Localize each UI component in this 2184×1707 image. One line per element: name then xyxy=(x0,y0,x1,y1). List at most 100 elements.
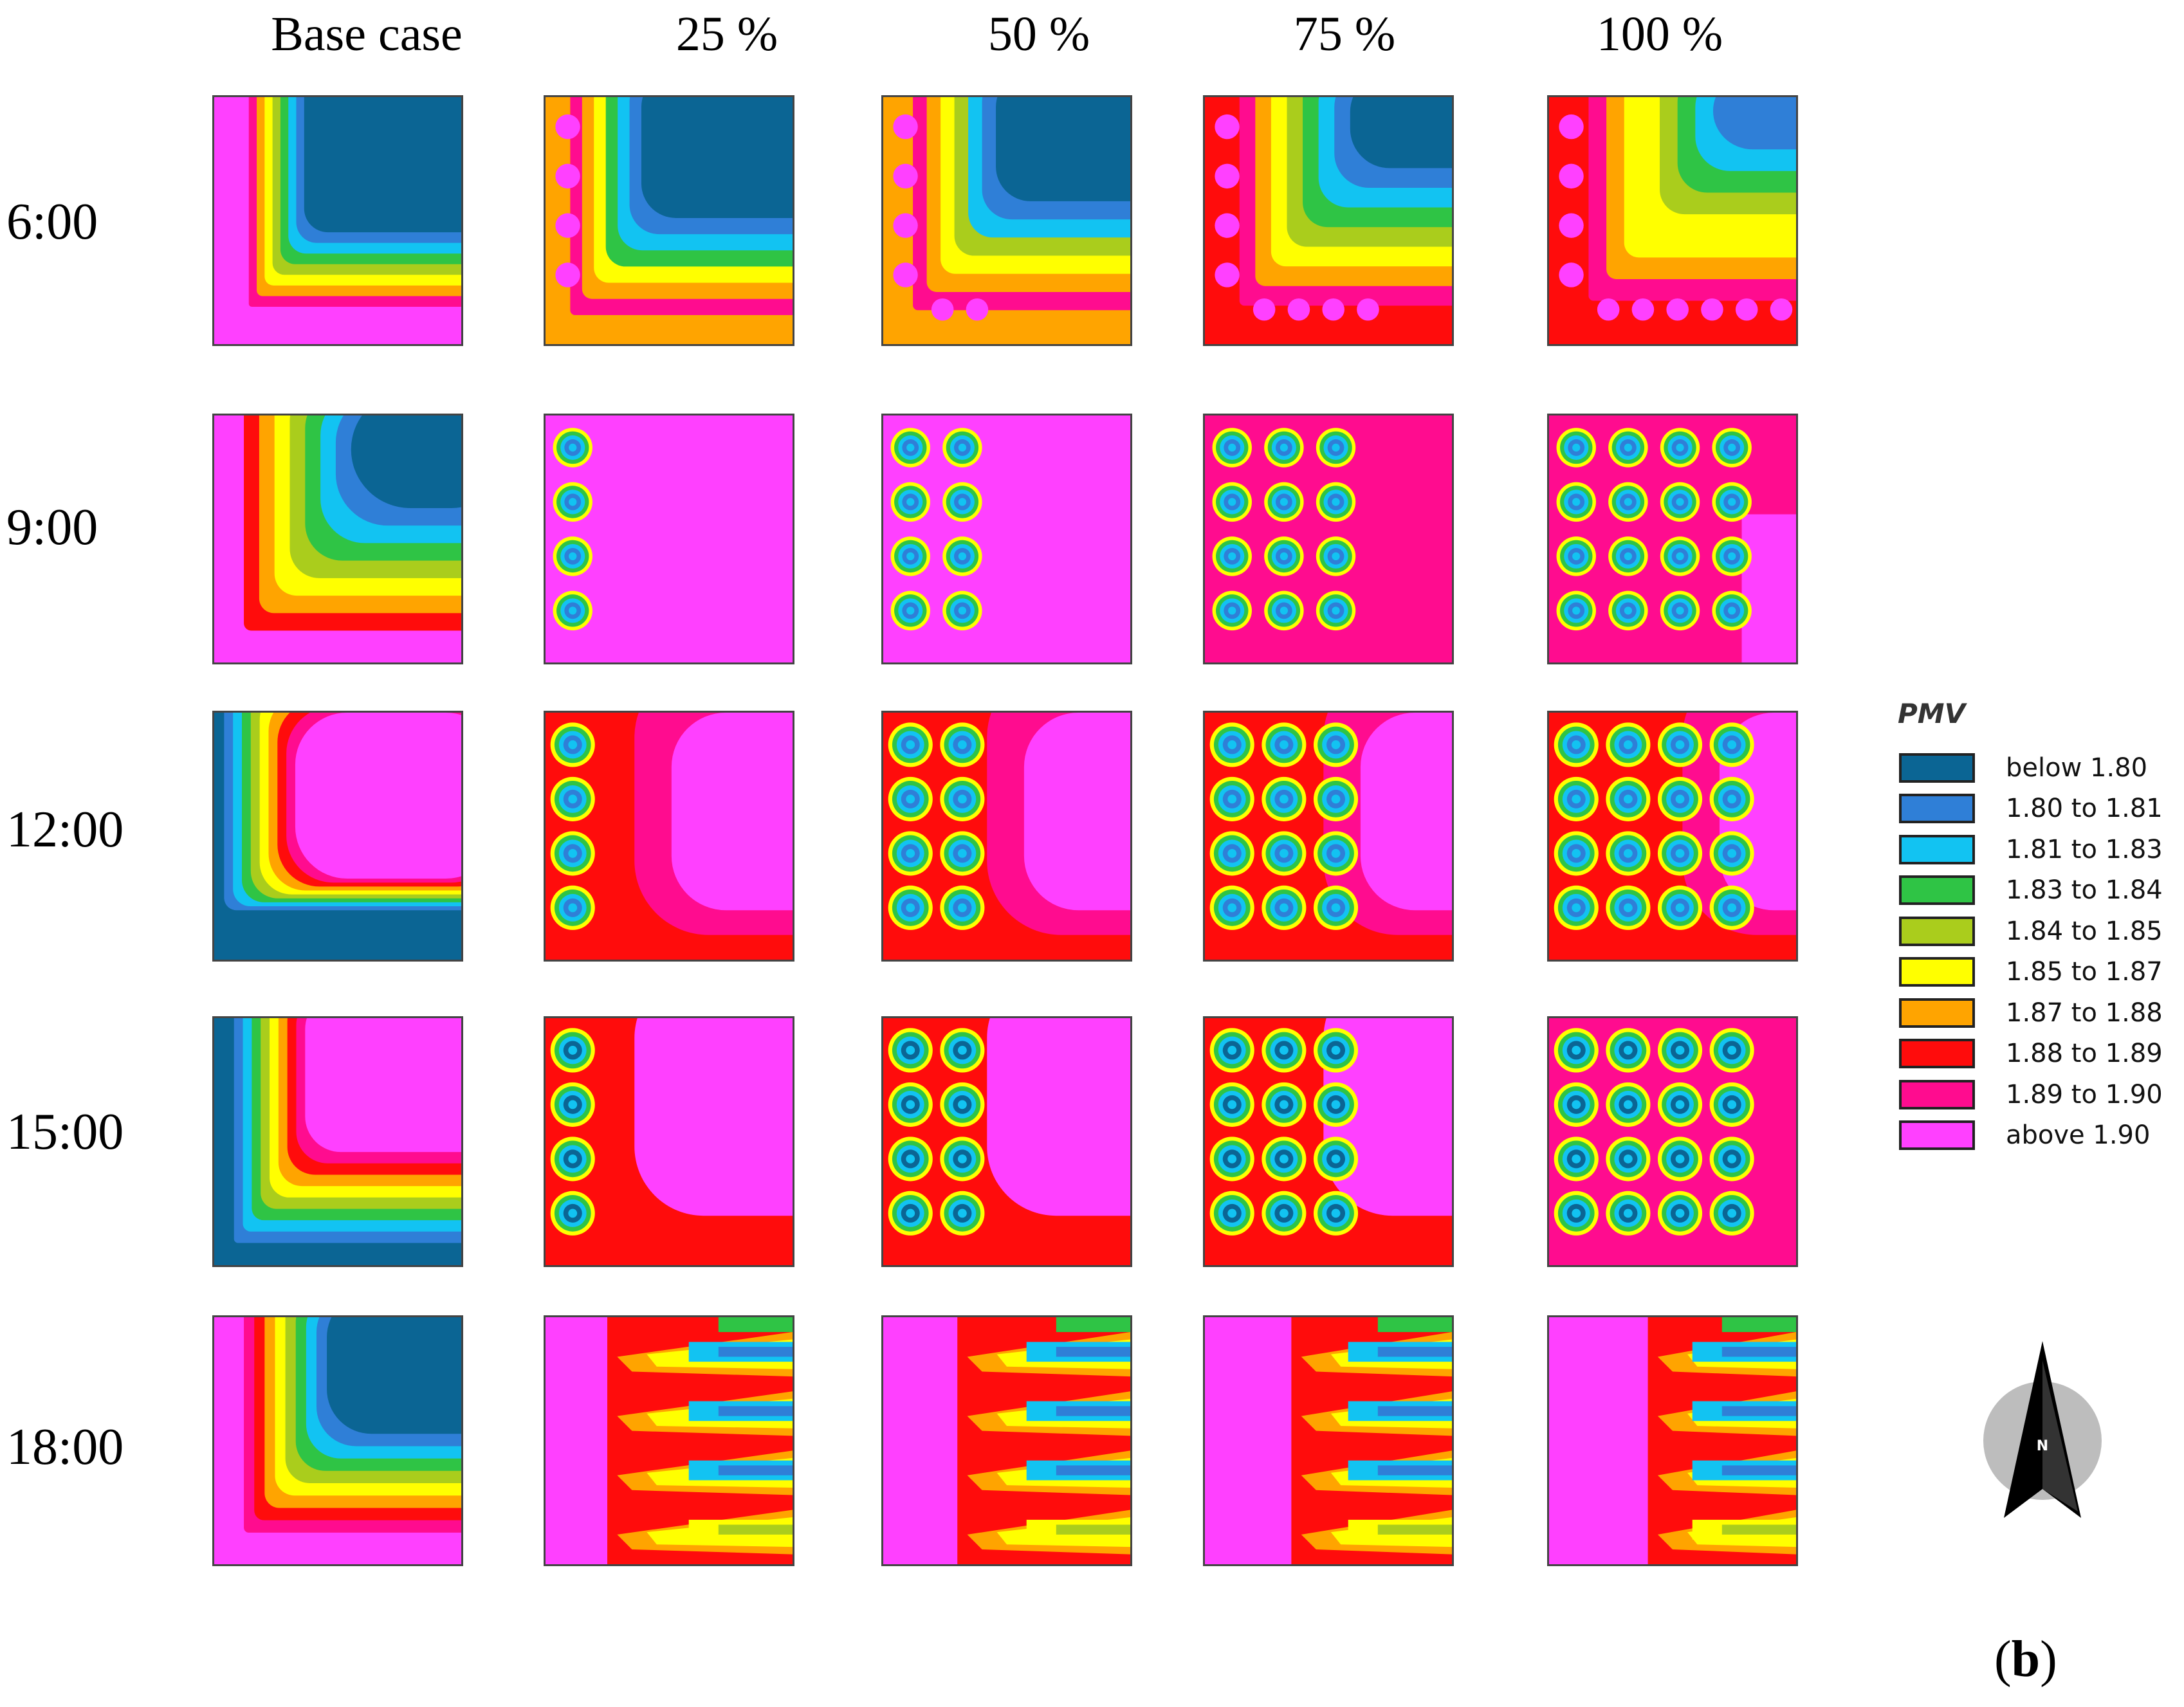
pmv-contour-map xyxy=(546,1018,793,1265)
tree-canopy-mark xyxy=(1660,482,1700,522)
tree-canopy-mark xyxy=(1209,1191,1254,1236)
tree-canopy-mark xyxy=(1262,722,1307,767)
pmv-contour-map xyxy=(214,415,461,662)
tree-canopy-mark xyxy=(1313,1191,1359,1236)
tree-canopy-mark xyxy=(890,590,930,631)
tree-canopy-mark xyxy=(1709,722,1754,767)
row-label-15: 15:00 xyxy=(6,1104,124,1160)
tree-canopy-mark xyxy=(888,1191,933,1236)
tree-canopy-mark xyxy=(940,1191,985,1236)
tree-canopy-mark xyxy=(550,831,595,876)
tree-canopy-mark xyxy=(1262,1082,1307,1127)
tree-canopy-mark xyxy=(888,885,933,930)
tree-canopy-mark xyxy=(1212,590,1252,631)
tree-canopy-mark xyxy=(1262,1136,1307,1182)
pmv-panel xyxy=(1203,711,1454,962)
tree-canopy-mark xyxy=(1606,1028,1651,1073)
pmv-contour-map xyxy=(214,97,461,344)
tree-canopy-mark xyxy=(1657,831,1703,876)
legend-item: 1.80 to 1.81 xyxy=(1891,789,2163,830)
pmv-panel xyxy=(881,1315,1132,1566)
tree-canopy-mark xyxy=(1313,1082,1359,1127)
pmv-contour-map xyxy=(1549,713,1796,960)
tree-canopy-mark xyxy=(1262,776,1307,821)
tree-canopy-mark xyxy=(1262,1028,1307,1073)
pmv-panel xyxy=(544,1016,794,1267)
tree-canopy-mark xyxy=(1212,428,1252,468)
tree-canopy-mark xyxy=(1608,536,1648,576)
pmv-contour-map xyxy=(546,97,793,344)
pmv-contour-map xyxy=(214,1018,461,1265)
legend-item: above 1.90 xyxy=(1891,1115,2163,1156)
tree-canopy-mark xyxy=(1554,1082,1599,1127)
tree-canopy-mark xyxy=(1316,590,1356,631)
tree-canopy-mark xyxy=(940,722,985,767)
pmv-contour-map xyxy=(883,97,1130,344)
legend-label: 1.88 to 1.89 xyxy=(2006,1039,2163,1069)
legend-swatch xyxy=(1899,957,1975,987)
legend-item: below 1.80 xyxy=(1891,747,2163,789)
legend-item: 1.89 to 1.90 xyxy=(1891,1074,2163,1115)
legend-label: 1.84 to 1.85 xyxy=(2006,916,2163,946)
pmv-contour-map xyxy=(1205,1317,1452,1564)
pmv-contour-map xyxy=(883,713,1130,960)
tree-canopy-mark xyxy=(940,831,985,876)
legend-swatch xyxy=(1899,875,1975,906)
tree-canopy-mark xyxy=(1313,1028,1359,1073)
pmv-panel xyxy=(1203,1016,1454,1267)
pmv-contour-map xyxy=(1549,1317,1796,1564)
pmv-panel xyxy=(1547,1016,1798,1267)
row-label-6: 6:00 xyxy=(6,194,98,250)
tree-canopy-mark xyxy=(1264,482,1304,522)
tree-canopy-mark xyxy=(1209,831,1254,876)
tree-canopy-mark xyxy=(1657,1191,1703,1236)
tree-canopy-mark xyxy=(942,536,982,576)
pmv-contour-map xyxy=(1205,415,1452,662)
tree-canopy-mark xyxy=(553,428,592,468)
tree-canopy-mark xyxy=(550,1082,595,1127)
pmv-panel xyxy=(1203,1315,1454,1566)
legend-swatch xyxy=(1899,834,1975,864)
tree-canopy-mark xyxy=(550,885,595,930)
tree-canopy-mark xyxy=(1209,885,1254,930)
pmv-contour-map xyxy=(883,1018,1130,1265)
tree-canopy-mark xyxy=(1264,428,1304,468)
pmv-panel xyxy=(881,414,1132,664)
tree-canopy-mark xyxy=(1712,590,1752,631)
legend-swatch xyxy=(1899,1039,1975,1069)
tree-canopy-mark xyxy=(1212,536,1252,576)
tree-canopy-mark xyxy=(1608,482,1648,522)
pmv-legend: PMV below 1.80 1.80 to 1.81 1.81 to 1.83 1.… xyxy=(1891,698,2163,1156)
tree-canopy-mark xyxy=(1660,428,1700,468)
tree-canopy-mark xyxy=(1556,590,1596,631)
pmv-panel xyxy=(1547,414,1798,664)
tree-canopy-mark xyxy=(942,590,982,631)
tree-canopy-mark xyxy=(1709,885,1754,930)
tree-canopy-mark xyxy=(888,1028,933,1073)
pmv-contour-map xyxy=(546,415,793,662)
legend-item: 1.85 to 1.87 xyxy=(1891,952,2163,993)
tree-canopy-mark xyxy=(1606,1191,1651,1236)
legend-label: 1.83 to 1.84 xyxy=(2006,875,2163,906)
tree-canopy-mark xyxy=(1709,776,1754,821)
pmv-panel xyxy=(1547,1315,1798,1566)
tree-canopy-mark xyxy=(1709,1028,1754,1073)
tree-canopy-mark xyxy=(888,776,933,821)
tree-canopy-mark xyxy=(1709,1136,1754,1182)
tree-canopy-mark xyxy=(1316,536,1356,576)
tree-canopy-mark xyxy=(550,1028,595,1073)
tree-canopy-mark xyxy=(888,1136,933,1182)
tree-canopy-mark xyxy=(1313,1136,1359,1182)
pmv-panel xyxy=(881,1016,1132,1267)
column-header-25: 25 % xyxy=(675,7,778,61)
column-header-base-case: Base case xyxy=(271,7,463,61)
tree-canopy-mark xyxy=(550,1191,595,1236)
tree-canopy-mark xyxy=(1556,536,1596,576)
tree-canopy-mark xyxy=(940,885,985,930)
pmv-contour-map xyxy=(1549,1018,1796,1265)
tree-canopy-mark xyxy=(1554,722,1599,767)
pmv-panel xyxy=(212,95,463,346)
tree-canopy-mark xyxy=(1313,831,1359,876)
tree-canopy-mark xyxy=(888,1082,933,1127)
pmv-contour-map xyxy=(1205,1018,1452,1265)
